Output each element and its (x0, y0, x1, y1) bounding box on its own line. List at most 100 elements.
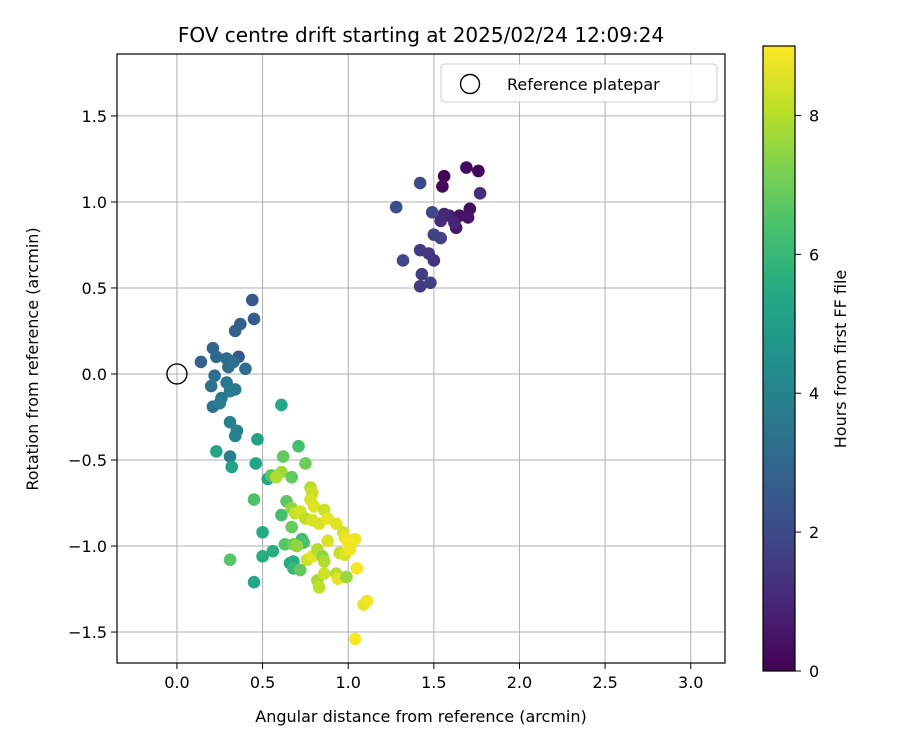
scatter-points (194, 161, 487, 646)
legend-marker-reference (459, 73, 481, 95)
data-point (246, 293, 259, 307)
y-tick-label: 1.0 (82, 193, 107, 212)
y-tick-label: −1.0 (68, 537, 107, 556)
data-point (317, 567, 331, 580)
data-point (434, 231, 447, 245)
plot-frame (116, 53, 726, 664)
data-point (413, 279, 427, 293)
x-axis-ticks: 0.0 0.5 1.0 1.5 2.0 2.5 3.0 (164, 663, 703, 692)
data-point (227, 355, 240, 369)
data-point (448, 216, 461, 229)
data-point (389, 200, 403, 214)
y-tick-label: −0.5 (68, 451, 107, 470)
data-point (249, 457, 263, 470)
x-tick-label: 0.0 (164, 673, 189, 692)
data-point (307, 500, 321, 513)
data-point (266, 544, 280, 558)
legend-box (440, 63, 718, 103)
data-point (251, 433, 264, 446)
data-point (396, 254, 410, 267)
y-tick-label: 0.0 (82, 365, 107, 384)
data-point (299, 457, 312, 470)
y-tick-label: 1.5 (82, 107, 107, 126)
data-point (292, 439, 305, 453)
data-point (228, 324, 242, 338)
data-point (275, 508, 288, 522)
data-point (343, 543, 357, 556)
data-point (473, 187, 487, 200)
data-point (247, 312, 261, 326)
legend: Reference platepar (440, 63, 718, 103)
x-tick-label: 1.5 (421, 673, 446, 692)
colorbar-tick-label: 0 (809, 662, 819, 681)
data-point (276, 450, 290, 463)
data-point (285, 470, 298, 484)
x-tick-label: 3.0 (678, 673, 703, 692)
data-point (208, 369, 221, 383)
data-point (194, 355, 208, 369)
colorbar-gradient (762, 45, 796, 672)
data-point (350, 562, 364, 575)
data-point (413, 243, 427, 257)
data-point (321, 534, 334, 548)
y-axis-label: Rotation from reference (arcmin) (23, 227, 42, 490)
data-point (312, 581, 326, 594)
reference-marker (166, 363, 188, 385)
data-point (360, 594, 374, 608)
x-tick-label: 0.5 (250, 673, 275, 692)
x-tick-label: 2.5 (592, 673, 617, 692)
data-point (239, 362, 252, 376)
data-point (247, 493, 261, 506)
data-point (210, 445, 223, 458)
chart-title: FOV centre drift starting at 2025/02/24 … (178, 23, 664, 47)
data-point (317, 555, 331, 568)
data-point (434, 214, 447, 228)
x-axis-label: Angular distance from reference (arcmin) (255, 707, 586, 726)
y-tick-label: 0.5 (82, 279, 107, 298)
grid-lines (117, 54, 725, 663)
reference-point (166, 363, 188, 385)
y-tick-label: −1.5 (68, 623, 107, 642)
data-point (437, 169, 451, 183)
data-point (256, 550, 269, 563)
colorbar-tick-label: 8 (809, 106, 819, 125)
data-point (348, 632, 362, 646)
colorbar-tick-label: 4 (809, 384, 819, 403)
data-point (424, 276, 437, 290)
legend-label-reference: Reference platepar (507, 75, 660, 94)
data-point (228, 429, 242, 443)
data-point (293, 563, 307, 577)
data-point (290, 539, 304, 553)
data-point (223, 553, 237, 567)
data-point (223, 415, 237, 429)
data-point (269, 470, 283, 484)
colorbar-tick-label: 6 (809, 245, 819, 264)
data-point (225, 460, 239, 474)
data-point (213, 396, 227, 410)
data-point (460, 161, 473, 174)
data-point (461, 211, 475, 224)
x-tick-label: 2.0 (507, 673, 532, 692)
data-point (415, 267, 429, 281)
colorbar-ticks: 0 2 4 6 8 (795, 106, 819, 681)
x-tick-label: 1.0 (335, 673, 360, 692)
colorbar-tick-label: 2 (809, 523, 819, 542)
data-point (223, 450, 237, 463)
colorbar-label: Hours from first FF file (831, 270, 850, 449)
data-point (413, 176, 427, 190)
data-point (275, 398, 288, 412)
data-point (223, 384, 237, 398)
data-point (425, 205, 439, 219)
colorbar: 0 2 4 6 8 Hours from first FF file (762, 45, 850, 681)
data-point (472, 164, 485, 178)
data-point (436, 180, 449, 193)
data-point (256, 525, 269, 539)
data-point (204, 379, 218, 393)
data-point (285, 520, 298, 534)
data-point (340, 570, 353, 584)
data-point (210, 350, 223, 364)
data-point (247, 575, 261, 589)
data-point (329, 517, 343, 530)
y-axis-ticks: −1.5 −1.0 −0.5 0.0 0.5 1.0 1.5 (68, 107, 117, 642)
